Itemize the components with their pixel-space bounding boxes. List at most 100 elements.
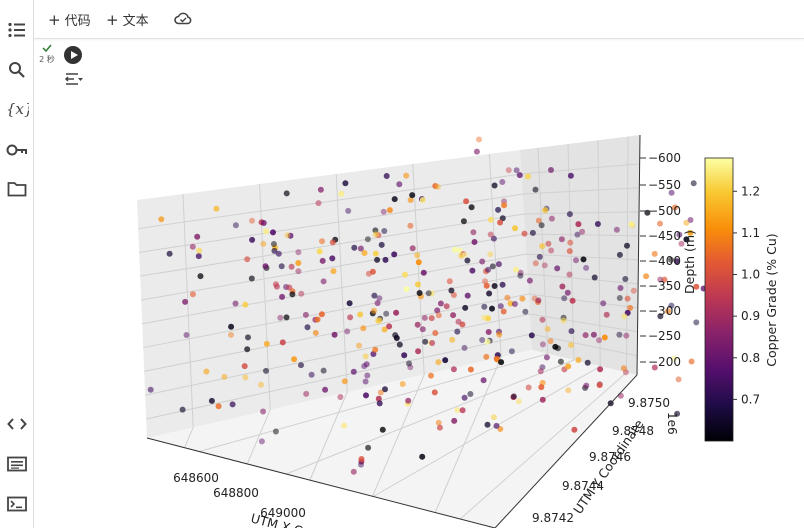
data-point (371, 292, 378, 299)
data-point (463, 198, 470, 205)
data-point (295, 268, 302, 275)
data-point (449, 336, 456, 343)
data-point (429, 340, 436, 346)
data-point (575, 357, 582, 363)
data-point (232, 300, 239, 307)
data-point (381, 228, 388, 234)
colorbar-tick-label: 0.7 (741, 392, 760, 406)
data-point (382, 256, 389, 263)
cloud-save-icon[interactable] (174, 11, 192, 25)
data-point (498, 359, 505, 366)
data-point (461, 394, 468, 401)
data-point (283, 190, 290, 197)
add-text-button[interactable]: + 文本 (106, 10, 149, 30)
data-point (344, 328, 351, 335)
data-point (419, 197, 426, 203)
data-point (554, 265, 561, 272)
data-point (275, 250, 282, 257)
z-grid-line (140, 211, 640, 277)
data-point (468, 204, 475, 211)
data-point (329, 239, 336, 246)
data-point (288, 263, 295, 270)
data-point (434, 307, 441, 314)
data-point (673, 258, 680, 265)
data-point (271, 247, 278, 254)
data-point (287, 232, 294, 239)
data-point (459, 407, 466, 414)
table-of-contents-icon[interactable] (4, 17, 30, 43)
data-point (467, 391, 474, 397)
data-point (484, 421, 491, 428)
data-point (571, 426, 578, 433)
data-point (469, 267, 476, 274)
data-point (485, 329, 492, 335)
data-point (347, 314, 354, 321)
data-point (487, 231, 494, 238)
data-point (505, 167, 512, 174)
output-options-icon[interactable] (64, 71, 84, 87)
data-point (484, 338, 491, 345)
svg-text:{x}: {x} (6, 100, 29, 118)
data-point (396, 181, 403, 188)
data-point (407, 197, 414, 203)
data-point (590, 331, 597, 338)
data-point (499, 281, 506, 288)
data-point (232, 222, 239, 229)
colorbar-tick-label: 1.0 (741, 268, 760, 282)
command-palette-icon[interactable] (4, 451, 30, 477)
data-point (601, 334, 608, 341)
data-point (539, 316, 546, 323)
data-point (166, 250, 173, 257)
data-point (189, 291, 196, 298)
data-point (331, 331, 338, 338)
data-point (476, 136, 482, 143)
data-point (295, 249, 302, 256)
data-point (482, 278, 488, 285)
data-point (197, 273, 204, 280)
data-point (678, 240, 685, 247)
data-point (473, 148, 480, 155)
data-point (511, 301, 518, 307)
data-point (363, 392, 369, 399)
data-point (668, 302, 675, 309)
data-point (436, 424, 443, 431)
data-point (542, 207, 549, 214)
data-point (573, 257, 579, 264)
add-code-button[interactable]: + 代码 (48, 10, 91, 30)
data-point (483, 353, 490, 360)
run-cell-button[interactable] (64, 46, 82, 64)
data-point (341, 378, 348, 385)
y-tick-label: 9.8750 (628, 396, 670, 410)
data-point (422, 338, 429, 345)
data-point (147, 386, 154, 393)
data-point (522, 308, 529, 315)
data-point (363, 361, 370, 368)
key-icon[interactable] (4, 137, 30, 163)
data-point (195, 253, 202, 260)
x-tick-label: 649000 (260, 506, 306, 520)
data-point (560, 317, 567, 324)
data-point (284, 232, 291, 239)
terminal-icon[interactable] (4, 491, 30, 517)
data-point (464, 292, 471, 299)
variables-icon[interactable]: {x} (4, 96, 30, 122)
data-point (552, 343, 559, 350)
data-point (687, 229, 694, 236)
code-snippets-icon[interactable] (4, 411, 30, 437)
left-back-pane (137, 150, 532, 438)
data-point (208, 397, 215, 404)
data-point (693, 283, 700, 290)
data-point (628, 221, 635, 228)
data-point (289, 291, 296, 298)
data-point (594, 221, 601, 227)
data-point (616, 251, 623, 258)
data-point (350, 368, 357, 375)
data-point (421, 314, 428, 321)
data-point (561, 295, 568, 302)
data-point (364, 372, 371, 379)
search-icon[interactable] (4, 57, 30, 83)
data-point (693, 319, 700, 326)
data-point (566, 271, 573, 278)
z-tick-label: −600 (648, 151, 681, 165)
folder-icon[interactable] (4, 176, 30, 202)
